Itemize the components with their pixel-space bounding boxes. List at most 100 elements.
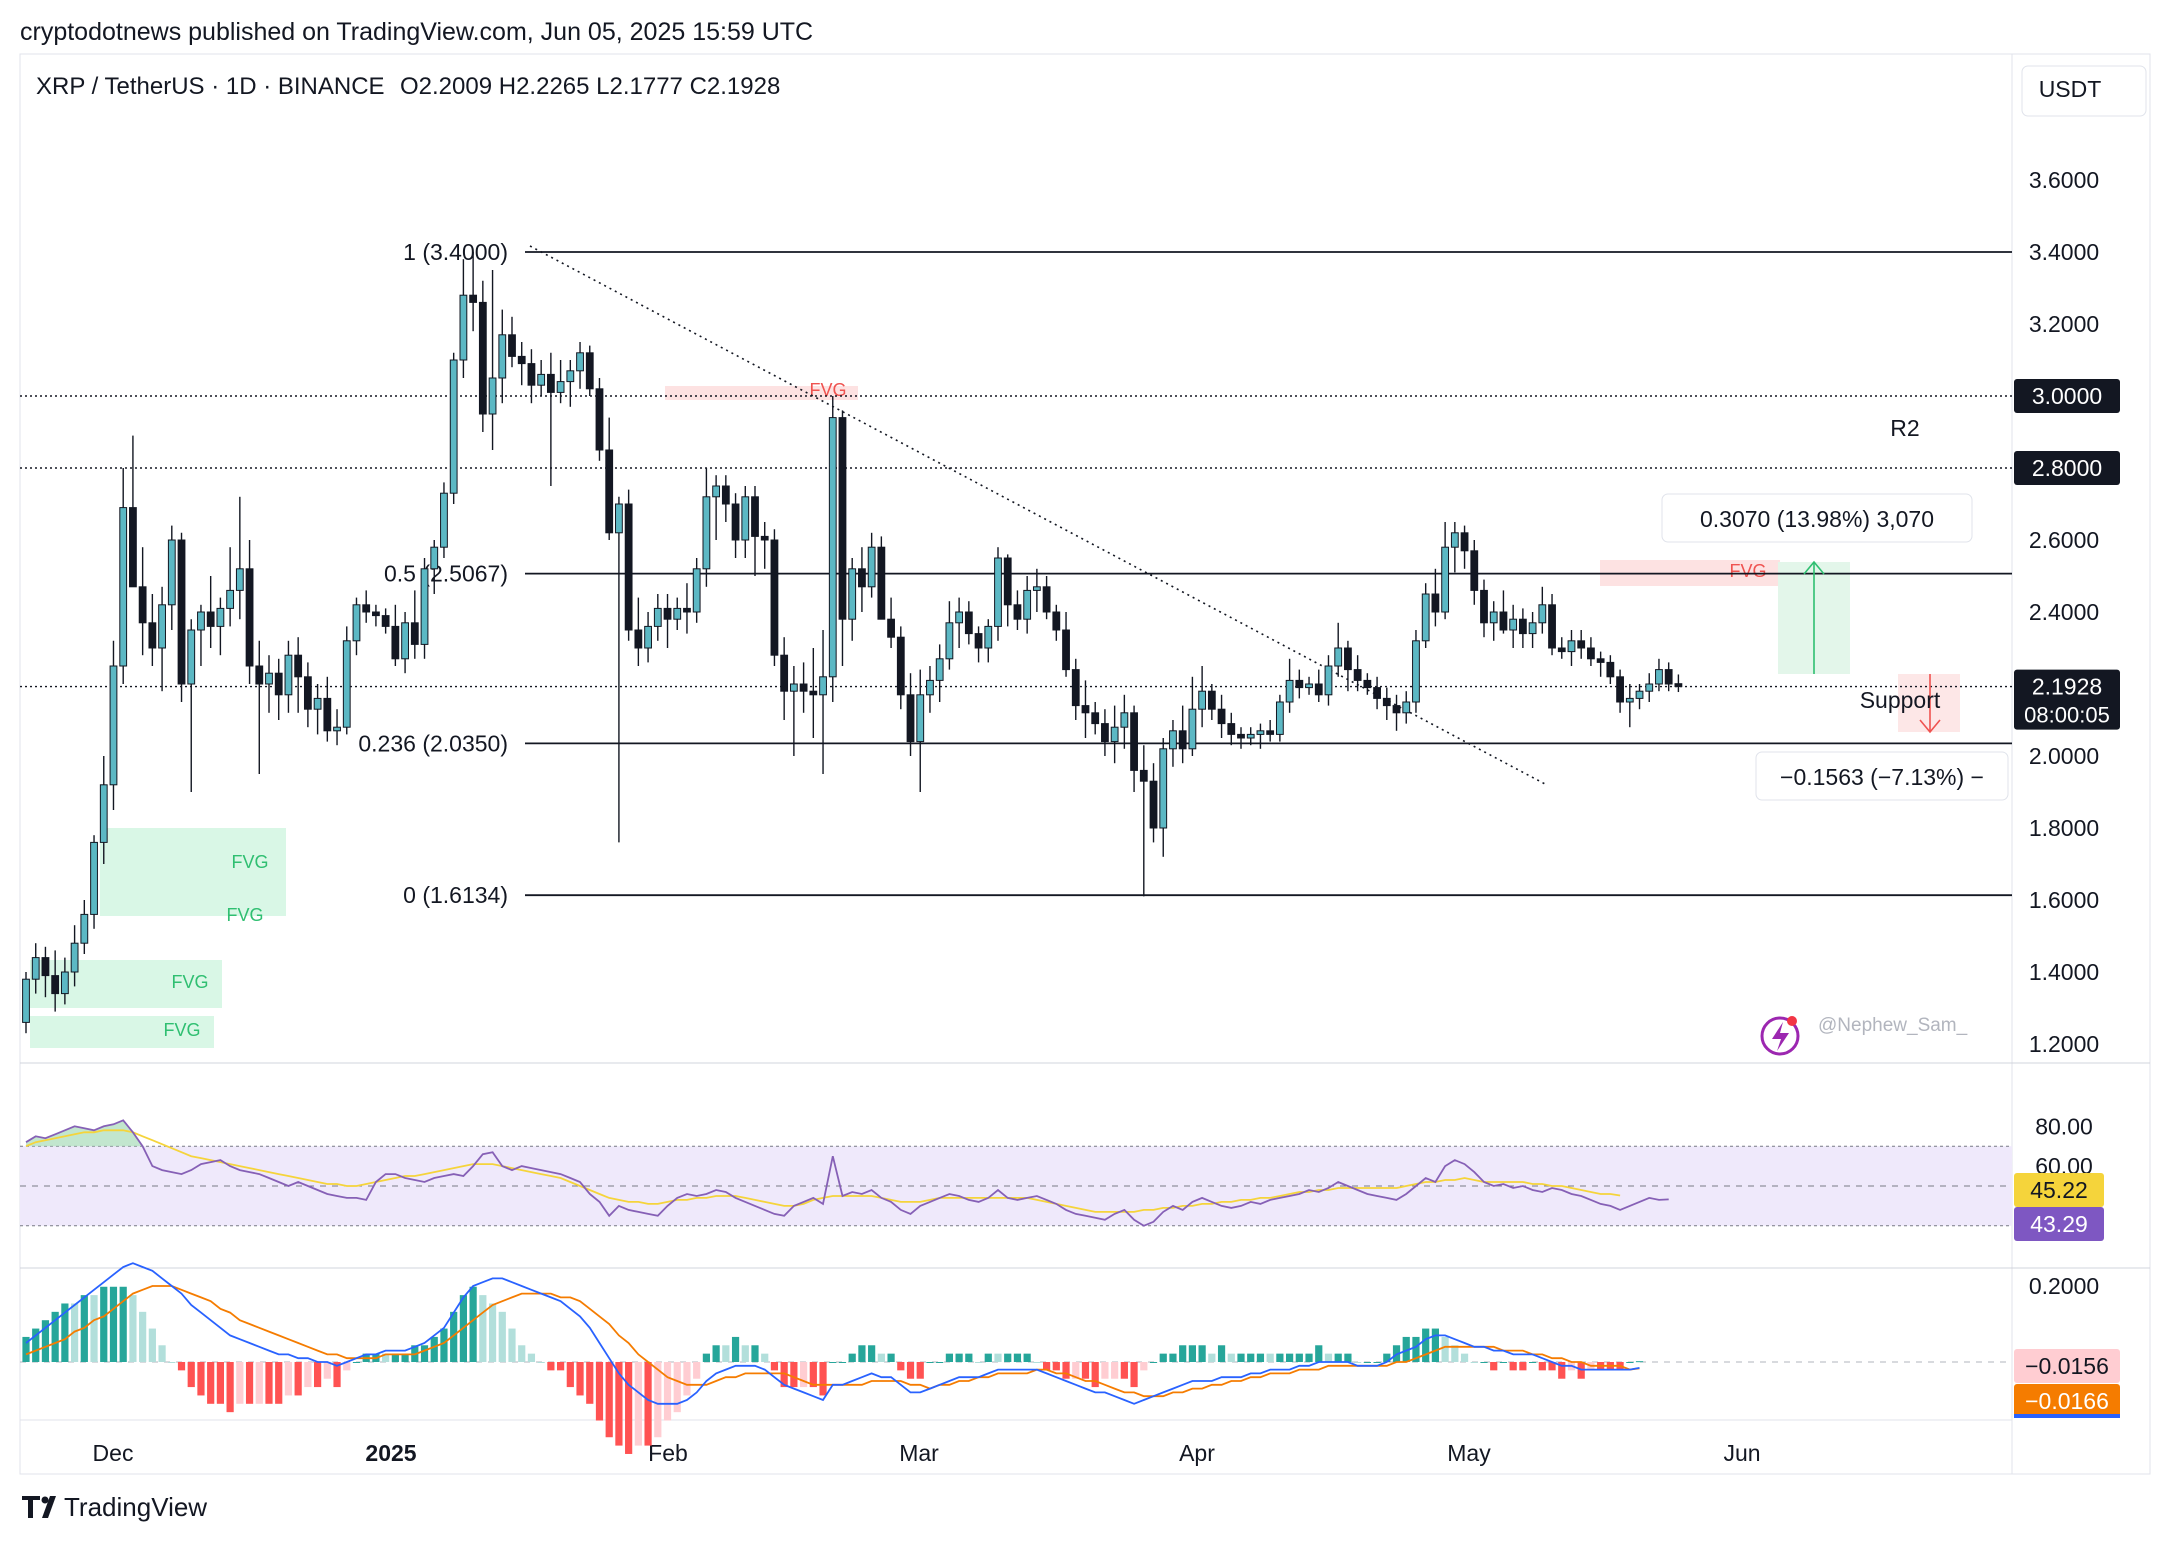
candle-up[interactable]	[916, 694, 925, 743]
candle-down[interactable]	[1227, 723, 1236, 735]
candle-up[interactable]	[1655, 669, 1663, 685]
candle-down[interactable]	[469, 294, 478, 303]
candle-down[interactable]	[1353, 669, 1362, 681]
candle-up[interactable]	[692, 568, 701, 613]
candle-up[interactable]	[1275, 701, 1284, 735]
candle-up[interactable]	[1441, 546, 1450, 613]
candle-down[interactable]	[1363, 679, 1372, 689]
candle-down[interactable]	[362, 604, 371, 613]
candle-down[interactable]	[1149, 780, 1158, 829]
candle-down[interactable]	[1178, 730, 1187, 750]
price-axis[interactable]: 3.6000 3.4000 3.2000 3.0000 2.8000 2.6000 2.40…	[2014, 167, 2120, 1057]
candle-down[interactable]	[1577, 640, 1586, 649]
downtrend-line[interactable]	[529, 245, 1546, 785]
candle-down[interactable]	[255, 665, 264, 685]
candle-up[interactable]	[1188, 708, 1197, 750]
candle-up[interactable]	[235, 568, 244, 591]
candle-down[interactable]	[508, 334, 516, 357]
candle-down[interactable]	[1596, 658, 1605, 663]
candle-down[interactable]	[294, 654, 303, 678]
candle-down[interactable]	[1499, 611, 1508, 631]
candle-down[interactable]	[527, 363, 536, 386]
candle-down[interactable]	[1460, 532, 1469, 552]
candle-up[interactable]	[984, 625, 993, 649]
candle-up[interactable]	[848, 568, 857, 620]
candle-up[interactable]	[1324, 665, 1333, 696]
candle-down[interactable]	[809, 690, 818, 696]
candle-up[interactable]	[109, 665, 118, 786]
candle-up[interactable]	[576, 352, 584, 372]
candle-up[interactable]	[1421, 593, 1430, 642]
candle-down[interactable]	[41, 957, 50, 977]
candle-up[interactable]	[459, 294, 468, 361]
candle-up[interactable]	[216, 607, 225, 627]
candle-up[interactable]	[1625, 697, 1634, 703]
candle-up[interactable]	[265, 672, 273, 685]
candle-down[interactable]	[51, 975, 60, 995]
candle-down[interactable]	[274, 672, 283, 696]
candle-up[interactable]	[99, 784, 108, 843]
candle-up[interactable]	[1023, 589, 1032, 620]
candle-down[interactable]	[595, 388, 604, 451]
candle-down[interactable]	[896, 636, 905, 696]
candle-up[interactable]	[284, 654, 293, 696]
candle-down[interactable]	[585, 352, 594, 390]
candle-up[interactable]	[1032, 586, 1041, 591]
candle-up[interactable]	[1450, 532, 1459, 548]
candle-up[interactable]	[158, 604, 166, 649]
candle-up[interactable]	[712, 485, 721, 498]
candle-down[interactable]	[1518, 618, 1527, 635]
candle-up[interactable]	[1538, 604, 1547, 624]
candle-down[interactable]	[760, 535, 769, 541]
candle-down[interactable]	[1470, 550, 1479, 591]
candle-down[interactable]	[1091, 712, 1100, 725]
candle-up[interactable]	[60, 971, 69, 995]
candle-down[interactable]	[1616, 676, 1624, 703]
candle-down[interactable]	[1382, 697, 1391, 707]
candle-up[interactable]	[1305, 683, 1313, 689]
candle-down[interactable]	[1130, 712, 1138, 771]
candle-down[interactable]	[148, 622, 157, 649]
candle-up[interactable]	[1635, 690, 1644, 699]
candle-up[interactable]	[1567, 640, 1576, 653]
candle-up[interactable]	[352, 604, 361, 642]
candle-down[interactable]	[381, 615, 390, 627]
candle-up[interactable]	[653, 607, 662, 627]
candle-up[interactable]	[313, 697, 322, 710]
candle-down[interactable]	[799, 683, 808, 692]
candle-down[interactable]	[663, 607, 672, 620]
time-axis[interactable]: Dec 2025 Feb Mar Apr May Jun	[93, 1440, 1761, 1466]
candle-down[interactable]	[974, 633, 983, 649]
candle-down[interactable]	[731, 503, 740, 541]
candle-up[interactable]	[644, 625, 652, 649]
candle-down[interactable]	[1314, 683, 1323, 696]
candle-up[interactable]	[1169, 730, 1177, 750]
candle-up[interactable]	[333, 726, 341, 732]
candle-down[interactable]	[372, 611, 380, 617]
candle-down[interactable]	[964, 611, 973, 635]
candle-down[interactable]	[1081, 705, 1090, 714]
candle-down[interactable]	[1052, 611, 1061, 631]
candle-down[interactable]	[605, 449, 614, 534]
candle-down[interactable]	[1431, 593, 1440, 613]
candle-down[interactable]	[887, 618, 895, 638]
candle-up[interactable]	[226, 589, 235, 609]
candle-up[interactable]	[1198, 690, 1207, 710]
candle-down[interactable]	[478, 301, 487, 415]
candle-up[interactable]	[926, 679, 934, 696]
candle-up[interactable]	[935, 658, 944, 681]
candle-up[interactable]	[537, 373, 546, 386]
candle-down[interactable]	[245, 568, 254, 667]
candle-up[interactable]	[440, 492, 448, 548]
candle-up[interactable]	[187, 629, 196, 685]
candle-up[interactable]	[1402, 701, 1411, 714]
candle-up[interactable]	[1509, 618, 1518, 631]
candle-up[interactable]	[867, 546, 876, 588]
candle-down[interactable]	[1207, 690, 1216, 710]
candle-down[interactable]	[177, 539, 186, 685]
candle-up[interactable]	[342, 640, 351, 728]
candle-up[interactable]	[702, 496, 711, 570]
candle-down[interactable]	[838, 417, 847, 620]
candle-down[interactable]	[1664, 669, 1673, 685]
